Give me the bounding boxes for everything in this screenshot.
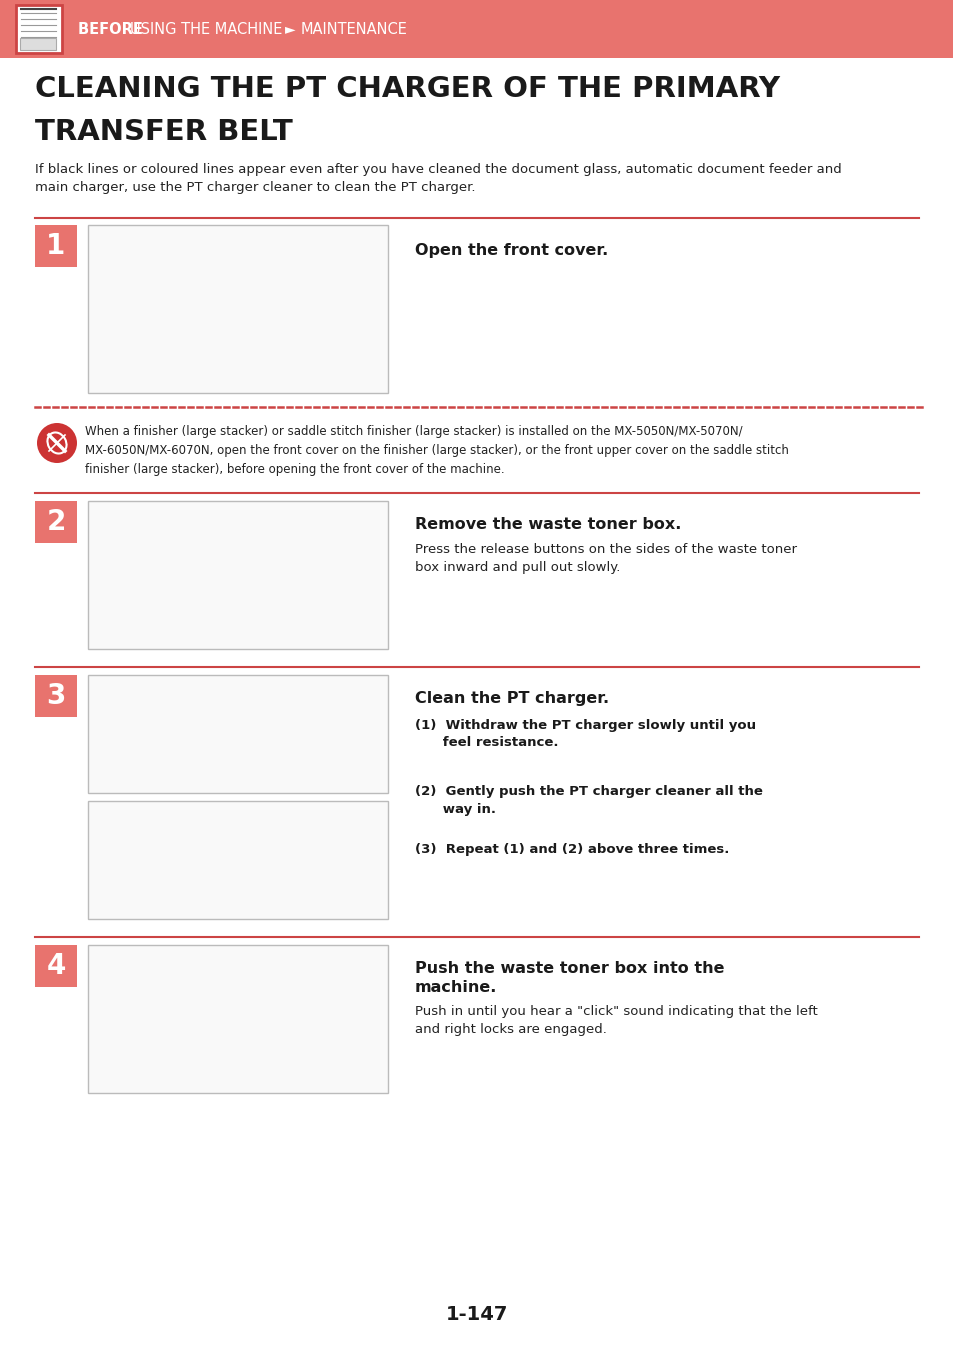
Text: 4: 4 bbox=[47, 952, 66, 980]
Bar bbox=[16, 5, 62, 53]
Text: Push the waste toner box into the
machine.: Push the waste toner box into the machin… bbox=[415, 961, 723, 995]
Text: Press the release buttons on the sides of the waste toner
box inward and pull ou: Press the release buttons on the sides o… bbox=[415, 543, 796, 575]
Text: BEFORE: BEFORE bbox=[78, 22, 148, 36]
Text: Clean the PT charger.: Clean the PT charger. bbox=[415, 691, 608, 706]
Text: (2)  Gently push the PT charger cleaner all the
      way in.: (2) Gently push the PT charger cleaner a… bbox=[415, 784, 762, 815]
Text: (1)  Withdraw the PT charger slowly until you
      feel resistance.: (1) Withdraw the PT charger slowly until… bbox=[415, 720, 756, 749]
Text: When a finisher (large stacker) or saddle stitch finisher (large stacker) is ins: When a finisher (large stacker) or saddl… bbox=[85, 425, 788, 477]
Bar bbox=[88, 945, 388, 1094]
Text: 2: 2 bbox=[47, 508, 66, 536]
Bar bbox=[35, 675, 77, 717]
Bar bbox=[88, 501, 388, 649]
Text: Remove the waste toner box.: Remove the waste toner box. bbox=[415, 517, 680, 532]
Bar bbox=[35, 225, 77, 267]
Text: ►: ► bbox=[285, 22, 295, 36]
Circle shape bbox=[37, 423, 77, 463]
Text: Push in until you hear a "click" sound indicating that the left
and right locks : Push in until you hear a "click" sound i… bbox=[415, 1004, 817, 1037]
Text: 1: 1 bbox=[47, 232, 66, 261]
Text: TRANSFER BELT: TRANSFER BELT bbox=[35, 117, 293, 146]
Text: 3: 3 bbox=[47, 682, 66, 710]
Bar bbox=[88, 225, 388, 393]
Text: 1-147: 1-147 bbox=[445, 1305, 508, 1324]
Text: MAINTENANCE: MAINTENANCE bbox=[301, 22, 408, 36]
Bar bbox=[35, 945, 77, 987]
Text: CLEANING THE PT CHARGER OF THE PRIMARY: CLEANING THE PT CHARGER OF THE PRIMARY bbox=[35, 76, 780, 103]
Text: Open the front cover.: Open the front cover. bbox=[415, 243, 608, 258]
Text: If black lines or coloured lines appear even after you have cleaned the document: If black lines or coloured lines appear … bbox=[35, 163, 841, 194]
Bar bbox=[88, 801, 388, 919]
Text: (3)  Repeat (1) and (2) above three times.: (3) Repeat (1) and (2) above three times… bbox=[415, 842, 729, 856]
Bar bbox=[88, 675, 388, 792]
Bar bbox=[35, 501, 77, 543]
Text: USING THE MACHINE: USING THE MACHINE bbox=[130, 22, 282, 36]
Bar bbox=[0, 0, 953, 58]
Bar bbox=[20, 38, 56, 50]
